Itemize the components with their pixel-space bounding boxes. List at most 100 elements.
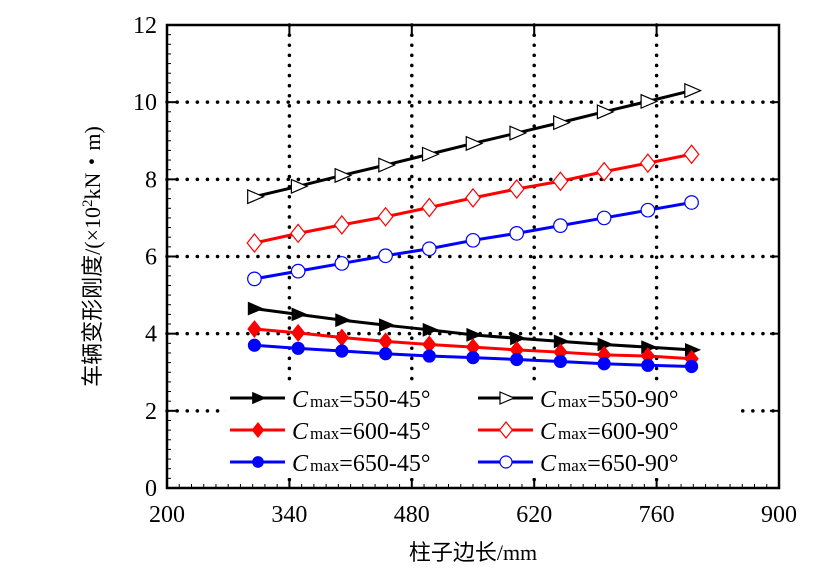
legend-label-c: C: [540, 387, 557, 413]
data-point: [247, 301, 264, 316]
legend-label-sub: max: [558, 456, 588, 475]
data-point: [290, 178, 309, 194]
y-tick-label: 4: [145, 322, 157, 348]
axis-ticks: [166, 24, 780, 489]
data-point: [684, 359, 699, 374]
legend-label-sub: max: [558, 424, 588, 443]
data-point: [596, 161, 613, 182]
legend-label-sub: max: [310, 456, 340, 475]
data-point: [422, 322, 439, 337]
data-point: [508, 179, 525, 199]
triangle-marker: [499, 391, 516, 405]
data-point: [378, 248, 393, 264]
legend-label-c: C: [540, 451, 557, 477]
data-point: [509, 125, 528, 141]
data-point: [334, 167, 353, 184]
circle-marker: [252, 456, 264, 468]
legend-label-rest: =600-90°: [587, 419, 678, 445]
legend-label-c: C: [292, 451, 309, 477]
data-point: [378, 157, 397, 173]
legend-label-rest: =550-45°: [339, 387, 430, 413]
data-point: [247, 189, 265, 205]
y-tick-label: 0: [145, 476, 157, 502]
data-point: [290, 263, 306, 279]
y-axis-title-sup: 2: [80, 199, 96, 207]
data-point: [377, 206, 394, 227]
data-point: [378, 332, 393, 351]
data-point: [422, 349, 436, 363]
data-point: [640, 93, 659, 110]
data-point: [378, 347, 393, 361]
y-axis-title-prefix: 车辆变形刚度/(×10: [80, 207, 105, 387]
legend-label-c: C: [292, 387, 309, 413]
data-point: [597, 357, 611, 371]
x-axis-title: 柱子边长/mm: [409, 540, 537, 565]
tick-labels: 200 340 480 620 760 900 0 2 4 6 8 10 12: [133, 13, 797, 528]
series-cmax-600-45-: [247, 320, 699, 368]
data-point: [466, 327, 483, 342]
legend-label-sub: max: [558, 392, 588, 411]
data-point: [335, 313, 352, 328]
y-axis-title: 车辆变形刚度/(×102kN・m): [80, 126, 105, 387]
data-point: [510, 331, 527, 346]
data-point: [553, 218, 568, 233]
data-point: [247, 271, 262, 287]
data-point: [290, 223, 307, 244]
data-point: [639, 153, 656, 174]
data-point: [247, 338, 262, 352]
data-point: [596, 104, 615, 120]
x-tick-label: 900: [761, 502, 797, 528]
y-tick-label: 6: [145, 245, 157, 271]
data-point: [596, 210, 612, 226]
series-cmax-650-90-: [247, 195, 699, 287]
data-point: [466, 350, 480, 365]
data-point: [641, 358, 655, 372]
diamond-marker: [498, 421, 514, 439]
data-point: [290, 323, 306, 342]
data-point: [553, 334, 570, 349]
legend-label-c: C: [540, 419, 557, 445]
legend-label-rest: =550-90°: [587, 387, 678, 413]
legend-label-rest: =650-90°: [587, 451, 678, 477]
x-tick-label: 480: [394, 502, 430, 528]
data-point: [421, 241, 437, 257]
series-cmax-650-45-: [247, 338, 699, 374]
data-point: [291, 341, 305, 355]
legend-label-sub: max: [310, 392, 340, 411]
circle-marker: [499, 455, 513, 469]
data-point: [684, 82, 703, 99]
data-point: [684, 195, 699, 210]
data-point: [465, 135, 484, 152]
data-point: [552, 171, 569, 192]
data-point: [553, 114, 571, 131]
data-point: [465, 187, 481, 208]
data-point: [246, 233, 263, 253]
x-tick-label: 340: [271, 502, 307, 528]
y-axis-title-suffix: kN・m): [80, 126, 105, 199]
x-tick-label: 760: [639, 502, 675, 528]
data-point: [334, 256, 350, 271]
data-point: [510, 352, 524, 367]
series-cmax-600-90-: [246, 144, 700, 253]
x-tick-label: 620: [516, 502, 552, 528]
series-cmax-550-45-: [247, 301, 702, 357]
series-cmax-550-90-: [247, 82, 703, 205]
data-point: [378, 318, 396, 333]
legend-label-rest: =650-45°: [339, 451, 430, 477]
legend-label-c: C: [292, 419, 309, 445]
data-point: [509, 226, 525, 241]
data-point: [640, 202, 656, 218]
x-tick-label: 200: [149, 502, 185, 528]
